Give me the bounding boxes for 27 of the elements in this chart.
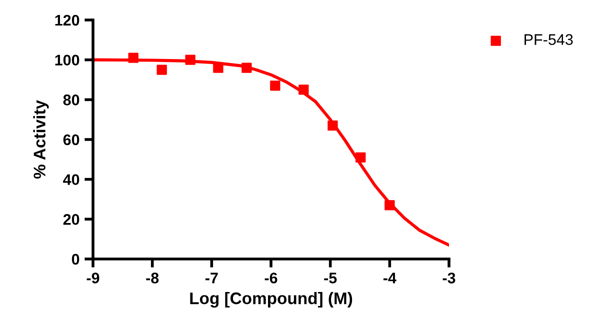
y-tick-label: 20 [63,214,80,225]
y-tick-label: 120 [55,14,80,26]
point [128,52,138,63]
y-tick-label: 0 [72,254,80,265]
x-tick-label: -4 [383,272,396,284]
point [270,80,280,91]
point [242,62,252,73]
point [384,200,395,210]
point [328,120,338,131]
point [156,64,167,75]
y-tick-label: 80 [63,94,80,106]
x-tick-label: -9 [86,272,100,284]
y-tick-label: 40 [63,174,80,186]
x-tick-label: -5 [324,272,337,284]
legend-label: PF-543 [524,34,573,45]
y-axis-title: % Activity [33,100,49,179]
point [356,152,366,163]
x-tick-label: -7 [205,272,218,284]
point [185,54,196,65]
x-axis-title: Log [Compound] (M) [190,292,352,308]
y-tick-label: 100 [55,54,80,66]
point [213,62,224,73]
point [298,84,309,95]
x-tick-label: -6 [264,272,278,284]
x-tick-label: -8 [146,272,159,284]
x-tick-label: -3 [442,272,456,284]
y-tick-label: 60 [63,134,80,146]
